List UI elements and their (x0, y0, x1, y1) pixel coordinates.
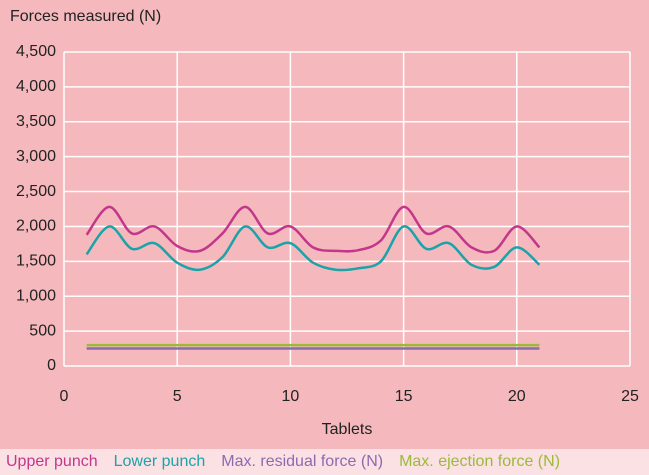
y-tick-label: 2,500 (16, 183, 56, 200)
y-tick-label: 4,000 (16, 78, 56, 95)
x-tick-label: 15 (395, 388, 413, 405)
y-tick-label: 0 (47, 357, 56, 374)
y-tick-label: 1,000 (16, 287, 56, 304)
legend-entry: Max. ejection force (N) (399, 453, 560, 470)
x-axis-label: Tablets (322, 421, 373, 438)
y-tick-label: 500 (29, 322, 56, 339)
y-tick-label: 4,500 (16, 43, 56, 60)
line-series (85, 205, 541, 254)
line-series (85, 225, 541, 272)
x-tick-label: 25 (621, 388, 639, 405)
x-tick-label: 10 (282, 388, 300, 405)
y-tick-label: 3,500 (16, 113, 56, 130)
x-tick-label: 5 (173, 388, 182, 405)
legend-entry: Max. residual force (N) (221, 453, 383, 470)
chart-title: Forces measured (N) (10, 8, 161, 25)
y-tick-label: 1,500 (16, 253, 56, 270)
legend-entry: Lower punch (114, 453, 206, 470)
legend-entry: Upper punch (6, 453, 98, 470)
x-tick-label: 0 (60, 388, 69, 405)
x-tick-label: 20 (508, 388, 526, 405)
y-tick-label: 3,000 (16, 148, 56, 165)
y-tick-label: 2,000 (16, 218, 56, 235)
legend-strip (0, 449, 649, 475)
